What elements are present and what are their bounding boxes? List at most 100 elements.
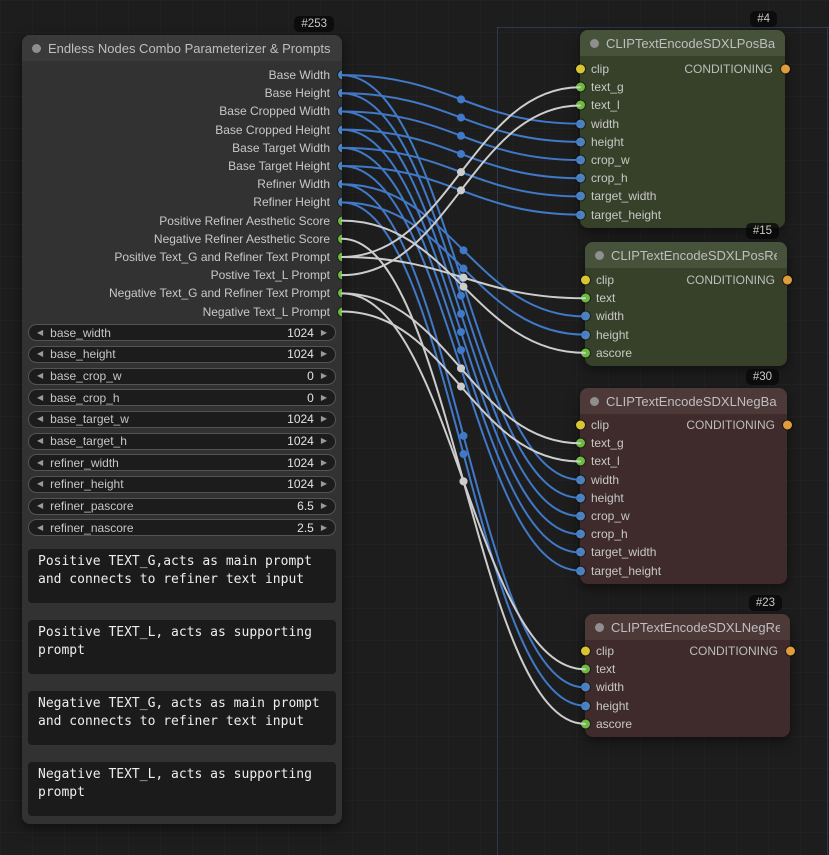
output-port-dot[interactable] <box>337 125 342 135</box>
input-port-dot[interactable] <box>580 701 590 711</box>
collapse-dot-icon[interactable] <box>595 250 604 260</box>
input-port-dot[interactable] <box>575 64 585 74</box>
node-titlebar[interactable]: CLIPTextEncodeSDXLNegRefiner <box>585 614 790 640</box>
node-titlebar[interactable]: Endless Nodes Combo Parameterizer & Prom… <box>22 35 342 61</box>
output-port-dot[interactable] <box>337 216 342 226</box>
collapse-dot-icon[interactable] <box>595 622 604 632</box>
number-widget-base_height[interactable]: ◀ base_height 1024 ▶ <box>28 345 336 363</box>
link-midpoint-dot <box>457 364 465 373</box>
widget-name: base_target_h <box>50 434 127 449</box>
input-port-dot[interactable] <box>575 475 585 485</box>
output-port-dot[interactable] <box>337 161 342 171</box>
output-port-dot[interactable] <box>782 275 792 285</box>
increment-arrow-icon[interactable]: ▶ <box>320 371 327 380</box>
input-port-dot[interactable] <box>575 100 585 110</box>
input-port-dot[interactable] <box>575 420 585 430</box>
input-port-dot[interactable] <box>575 566 585 576</box>
number-widget-base_target_w[interactable]: ◀ base_target_w 1024 ▶ <box>28 410 336 428</box>
number-widget-refiner_width[interactable]: ◀ refiner_width 1024 ▶ <box>28 454 336 472</box>
increment-arrow-icon[interactable]: ▶ <box>320 414 327 424</box>
output-port-dot[interactable] <box>780 64 790 74</box>
decrement-arrow-icon[interactable]: ◀ <box>37 436 44 446</box>
input-port-dot[interactable] <box>575 438 585 448</box>
output-port-dot[interactable] <box>337 143 342 153</box>
decrement-arrow-icon[interactable]: ◀ <box>37 392 44 402</box>
number-widget-base_width[interactable]: ◀ base_width 1024 ▶ <box>28 324 336 342</box>
increment-arrow-icon[interactable]: ▶ <box>320 392 327 402</box>
prompt-textarea[interactable]: Positive TEXT_G,acts as main prompt and … <box>28 549 336 603</box>
output-port-dot[interactable] <box>337 234 342 244</box>
output-port-dot[interactable] <box>337 197 342 207</box>
collapse-dot-icon[interactable] <box>32 43 41 53</box>
link-midpoint-dot <box>457 273 465 282</box>
input-port-dot[interactable] <box>575 547 585 557</box>
increment-arrow-icon[interactable]: ▶ <box>320 349 327 359</box>
decrement-arrow-icon[interactable]: ◀ <box>37 479 44 489</box>
output-port-dot[interactable] <box>337 70 342 80</box>
decrement-arrow-icon[interactable]: ◀ <box>37 349 44 359</box>
input-port-dot[interactable] <box>575 155 585 165</box>
input-port-dot[interactable] <box>580 646 590 656</box>
decrement-arrow-icon[interactable]: ◀ <box>37 501 44 511</box>
increment-arrow-icon[interactable]: ▶ <box>320 479 327 489</box>
input-port-dot[interactable] <box>575 137 585 147</box>
decrement-arrow-icon[interactable]: ◀ <box>37 371 44 380</box>
prompt-textarea[interactable]: Negative TEXT_G, acts as main prompt and… <box>28 691 336 745</box>
output-port-dot[interactable] <box>337 179 342 189</box>
prompt-textarea[interactable]: Negative TEXT_L, acts as supporting prom… <box>28 762 336 816</box>
input-port-dot[interactable] <box>580 293 590 303</box>
input-port-dot[interactable] <box>575 511 585 521</box>
decrement-arrow-icon[interactable]: ◀ <box>37 522 44 532</box>
node-titlebar[interactable]: CLIPTextEncodeSDXLNegBase <box>580 388 787 414</box>
number-widget-base_crop_w[interactable]: ◀ base_crop_w 0 ▶ <box>28 367 336 385</box>
increment-arrow-icon[interactable]: ▶ <box>320 501 327 511</box>
collapse-dot-icon[interactable] <box>590 396 599 406</box>
decrement-arrow-icon[interactable]: ◀ <box>37 414 44 424</box>
input-port-dot[interactable] <box>575 529 585 539</box>
node-n4[interactable]: #4 CLIPTextEncodeSDXLPosBase clip CONDITION… <box>575 11 790 228</box>
node-n15[interactable]: #15 CLIPTextEncodeSDXLPosRefiner clip CONDI… <box>580 223 792 366</box>
input-port-dot[interactable] <box>575 456 585 466</box>
input-port-dot[interactable] <box>575 173 585 183</box>
number-widget-base_crop_h[interactable]: ◀ base_crop_h 0 ▶ <box>28 389 336 407</box>
output-port-dot[interactable] <box>337 252 342 262</box>
number-widget-refiner_nascore[interactable]: ◀ refiner_nascore 2.5 ▶ <box>28 519 336 537</box>
input-port-dot[interactable] <box>575 119 585 129</box>
number-widget-base_target_h[interactable]: ◀ base_target_h 1024 ▶ <box>28 432 336 450</box>
collapse-dot-icon[interactable] <box>590 38 599 48</box>
input-port-dot[interactable] <box>575 210 585 220</box>
number-widget-refiner_pascore[interactable]: ◀ refiner_pascore 6.5 ▶ <box>28 497 336 515</box>
output-port-dot[interactable] <box>337 106 342 116</box>
decrement-arrow-icon[interactable]: ◀ <box>37 457 44 467</box>
increment-arrow-icon[interactable]: ▶ <box>320 327 327 337</box>
input-port-dot[interactable] <box>580 682 590 692</box>
input-port-dot[interactable] <box>580 311 590 321</box>
output-port-dot[interactable] <box>337 270 342 280</box>
input-port-dot[interactable] <box>580 348 590 358</box>
increment-arrow-icon[interactable]: ▶ <box>320 522 327 532</box>
input-port-dot[interactable] <box>580 664 590 674</box>
input-port-dot[interactable] <box>580 330 590 340</box>
input-port-dot[interactable] <box>580 275 590 285</box>
decrement-arrow-icon[interactable]: ◀ <box>37 327 44 337</box>
prompt-textarea[interactable]: Positive TEXT_L, acts as supporting prom… <box>28 620 336 674</box>
node-n30[interactable]: #30 CLIPTextEncodeSDXLNegBase clip CONDITIO… <box>575 369 792 584</box>
input-port-dot[interactable] <box>575 191 585 201</box>
output-port-dot[interactable] <box>337 307 342 317</box>
output-port-dot[interactable] <box>337 88 342 98</box>
increment-arrow-icon[interactable]: ▶ <box>320 457 327 467</box>
input-port-dot[interactable] <box>580 719 590 729</box>
node-titlebar[interactable]: CLIPTextEncodeSDXLPosBase <box>580 30 785 56</box>
node-titlebar[interactable]: CLIPTextEncodeSDXLPosRefiner <box>585 242 787 268</box>
node-combo-parameterizer[interactable]: #253 Endless Nodes Combo Parameterizer &… <box>22 16 342 824</box>
input-port-dot[interactable] <box>575 82 585 92</box>
widget-value: 0 <box>307 390 314 405</box>
increment-arrow-icon[interactable]: ▶ <box>320 436 327 446</box>
output-port-dot[interactable] <box>785 646 795 656</box>
node-n23[interactable]: #23 CLIPTextEncodeSDXLNegRefiner clip CONDI… <box>580 595 795 737</box>
input-port-dot[interactable] <box>575 493 585 503</box>
output-port-dot[interactable] <box>337 288 342 298</box>
output-port-dot[interactable] <box>782 420 792 430</box>
number-widget-refiner_height[interactable]: ◀ refiner_height 1024 ▶ <box>28 475 336 493</box>
